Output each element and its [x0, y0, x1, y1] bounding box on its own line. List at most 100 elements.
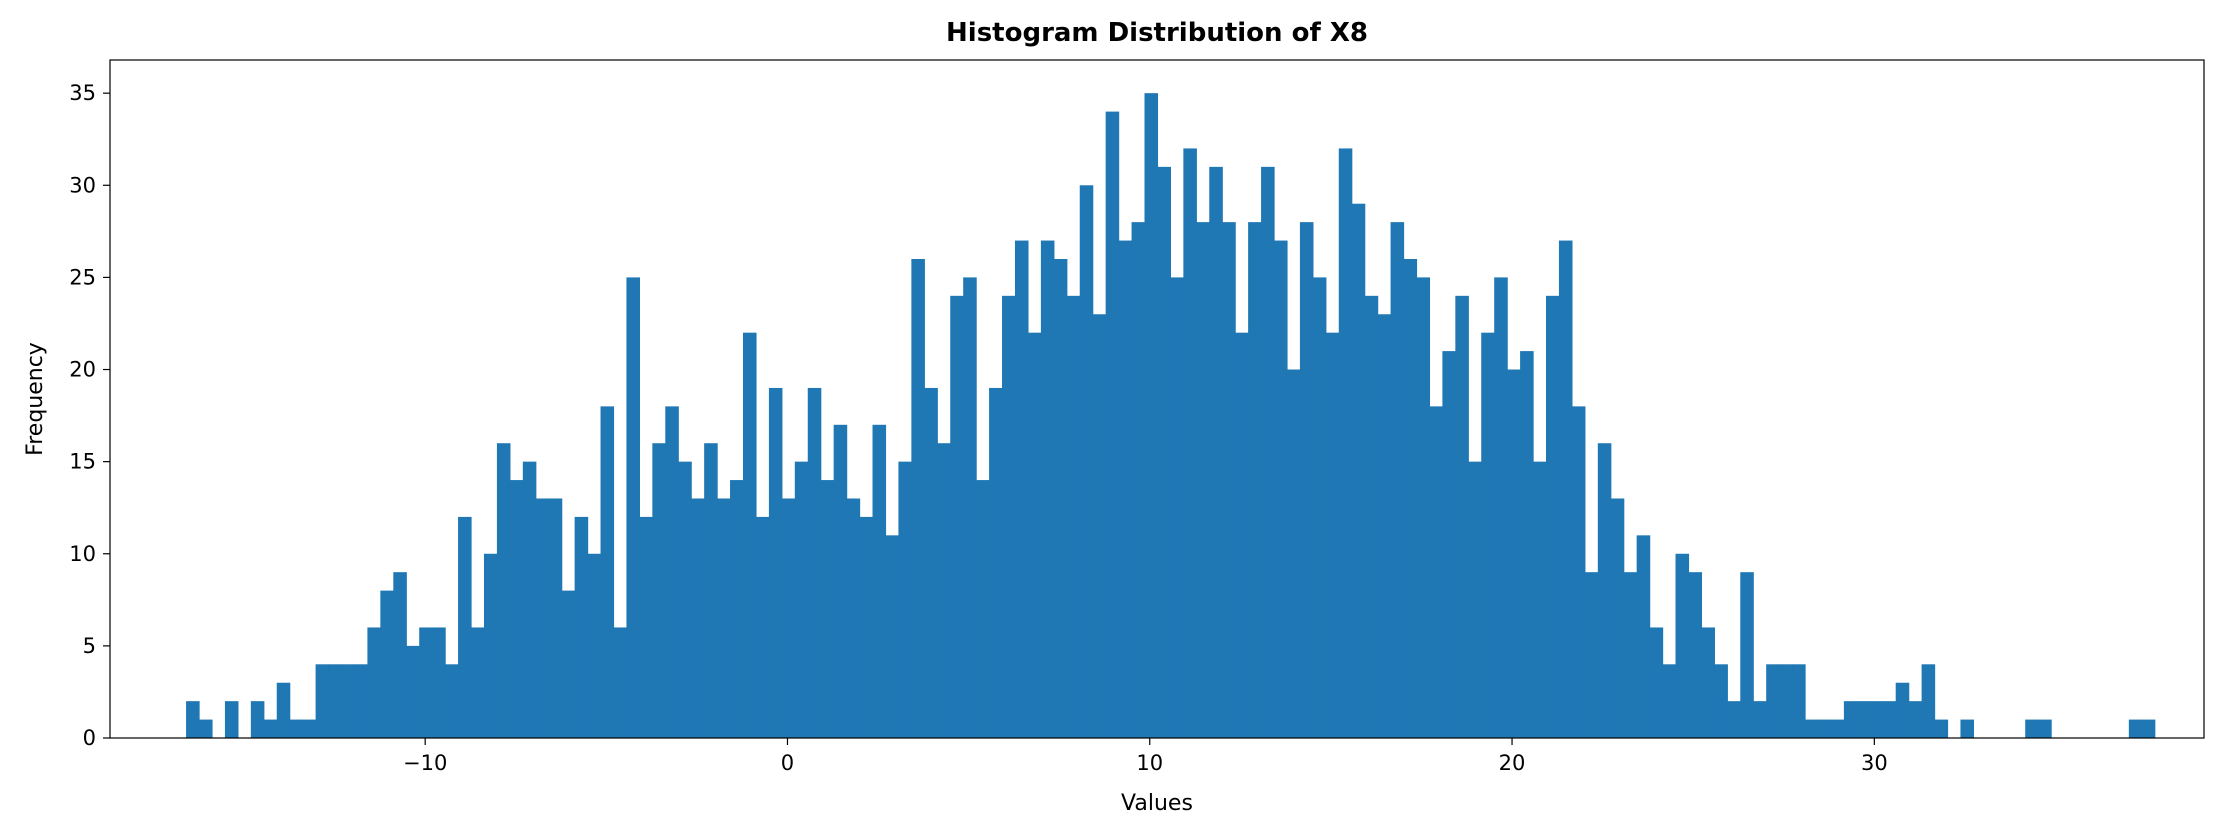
- histogram-bar: [367, 627, 381, 738]
- histogram-bar: [924, 387, 938, 738]
- histogram-bar: [1481, 332, 1495, 738]
- histogram-bar: [859, 516, 874, 738]
- y-tick-label: 5: [83, 634, 96, 658]
- histogram-bar: [276, 682, 291, 738]
- histogram-bar: [950, 295, 964, 738]
- histogram-bar: [1118, 240, 1133, 739]
- histogram-bar: [885, 535, 900, 738]
- histogram-bar: [1053, 258, 1068, 738]
- x-tick-label: −10: [403, 751, 447, 775]
- histogram-bar: [1934, 719, 1949, 738]
- histogram-bar: [1895, 682, 1910, 738]
- plot-frame: [109, 59, 2205, 739]
- y-tick-label: 15: [69, 450, 96, 474]
- histogram-bars: [186, 93, 2156, 739]
- histogram-bar: [1960, 719, 1974, 738]
- histogram-bar: [963, 277, 977, 738]
- histogram-bar: [1312, 277, 1327, 738]
- histogram-bar: [911, 258, 925, 738]
- histogram-bar: [432, 627, 446, 738]
- histogram-bar: [1196, 222, 1210, 738]
- histogram-bar: [1066, 295, 1081, 738]
- histogram-bar: [1766, 664, 1780, 738]
- histogram-bar: [717, 498, 731, 738]
- histogram-bar: [1805, 719, 1819, 738]
- histogram-bar: [1817, 719, 1832, 738]
- histogram-bar: [380, 590, 394, 738]
- histogram-bar: [807, 387, 822, 738]
- histogram-bar: [1753, 701, 1767, 738]
- chart-title: Histogram Distribution of X8: [946, 18, 1368, 48]
- histogram-bar: [419, 627, 433, 738]
- histogram-bar: [1649, 627, 1664, 738]
- histogram-bar: [976, 480, 990, 738]
- histogram-bar: [704, 443, 718, 738]
- histogram-bar: [250, 701, 265, 738]
- histogram-bar: [1494, 277, 1508, 738]
- histogram-bar: [1429, 406, 1443, 738]
- histogram-bar: [302, 719, 317, 738]
- histogram-bar: [1727, 701, 1741, 738]
- y-axis-ticks: 0 5 10 15 20 25 30 35: [69, 81, 110, 750]
- histogram-bar: [1338, 148, 1353, 738]
- y-tick-label: 0: [83, 726, 96, 750]
- histogram-bar: [1792, 664, 1806, 738]
- histogram-bar: [1079, 185, 1094, 738]
- histogram-bar: [626, 277, 640, 738]
- histogram-bar: [1014, 240, 1029, 739]
- histogram-bar: [1779, 664, 1793, 738]
- histogram-bar: [496, 443, 511, 738]
- y-tick-label: 25: [69, 265, 96, 289]
- histogram-bar: [1235, 332, 1249, 738]
- histogram-bar: [535, 498, 550, 738]
- histogram-bar: [354, 664, 368, 738]
- y-tick-label: 10: [69, 542, 96, 566]
- histogram-bar: [1882, 701, 1897, 738]
- x-tick-label: 30: [1861, 751, 1888, 775]
- y-tick-label: 20: [69, 358, 96, 382]
- histogram-bar: [1533, 461, 1547, 738]
- histogram-bar: [794, 461, 809, 738]
- histogram-bar: [1416, 277, 1431, 738]
- histogram-bar: [743, 332, 757, 738]
- histogram-bar: [1571, 406, 1586, 738]
- histogram-bar: [1170, 277, 1184, 738]
- histogram-bar: [1520, 351, 1534, 738]
- histogram-bar: [199, 719, 213, 738]
- histogram-bar: [1610, 498, 1625, 738]
- histogram-bar: [1209, 166, 1223, 739]
- histogram-bar: [691, 498, 705, 738]
- histogram-bar: [613, 627, 628, 738]
- histogram-bar: [1286, 369, 1301, 738]
- histogram-bar: [1377, 314, 1392, 738]
- histogram-bar: [393, 572, 407, 738]
- histogram-bar: [820, 480, 835, 738]
- histogram-bar: [730, 480, 744, 738]
- histogram-bar: [1740, 572, 1754, 738]
- histogram-bar: [1261, 166, 1275, 739]
- histogram-bar: [833, 424, 848, 738]
- histogram-bar: [186, 701, 200, 738]
- histogram-bar: [678, 461, 692, 738]
- histogram-bar: [1222, 222, 1236, 738]
- histogram-bar: [755, 516, 770, 738]
- histogram-bar: [2025, 719, 2039, 738]
- histogram-bar: [263, 719, 278, 738]
- histogram-bar: [1351, 203, 1366, 738]
- histogram-bar: [1468, 461, 1482, 738]
- histogram-bar: [1507, 369, 1521, 738]
- histogram-bar: [1636, 535, 1651, 738]
- histogram-bar: [1856, 701, 1871, 738]
- histogram-bar: [548, 498, 563, 738]
- histogram-bar: [652, 443, 666, 738]
- histogram-bar: [1144, 93, 1159, 738]
- histogram-bar: [1688, 572, 1703, 738]
- histogram-bar: [1092, 314, 1107, 738]
- histogram-bar: [1183, 148, 1197, 738]
- histogram-bar: [768, 387, 783, 738]
- histogram-bar: [639, 516, 653, 738]
- histogram-bar: [587, 553, 602, 738]
- histogram-bar: [1830, 719, 1845, 738]
- histogram-bar: [1558, 240, 1573, 739]
